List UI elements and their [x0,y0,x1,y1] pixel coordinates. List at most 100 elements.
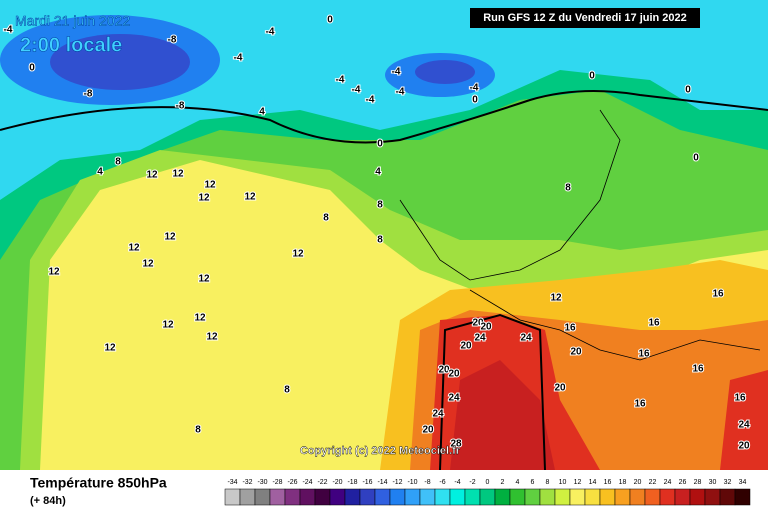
scale-cell [704,488,721,506]
contour-label: 24 [520,333,532,344]
contour-label: 0 [685,85,691,96]
contour-label: 12 [128,243,140,254]
scale-cell [479,488,496,506]
scale-label: 32 [724,479,732,486]
contour-label: 8 [195,425,201,436]
contour-label: 20 [554,383,566,394]
scale-cell [614,488,631,506]
contour-label: 0 [377,139,383,150]
scale-cell [344,488,361,506]
contour-label: 8 [323,213,329,224]
contour-label: 0 [327,15,333,26]
scale-label: -14 [377,479,387,486]
contour-label: 12 [104,343,116,354]
scale-cell [554,488,571,506]
run-info: Run GFS 12 Z du Vendredi 17 juin 2022 [483,12,687,24]
contour-label: 4 [259,107,265,118]
contour-label: 0 [693,153,699,164]
contour-label: -4 [352,85,361,96]
map-background [0,0,768,471]
scale-label: -32 [242,479,252,486]
scale-cell [509,488,526,506]
scale-cell [689,488,706,506]
scale-label: 14 [589,479,597,486]
scale-cell [524,488,541,506]
scale-cell [584,488,601,506]
scale-label: -30 [257,479,267,486]
contour-label: 12 [244,192,256,203]
contour-label: 16 [692,364,704,375]
copyright: Copyright (c) 2022 Meteociel.fr [300,445,461,457]
scale-label: -34 [227,479,237,486]
contour-label: 24 [432,409,444,420]
contour-label: 12 [142,259,154,270]
contour-label: 12 [198,193,210,204]
contour-label: 12 [194,313,206,324]
contour-label: -8 [84,89,93,100]
contour-label: 12 [198,274,210,285]
scale-cell [719,488,736,506]
contour-label: 24 [738,420,750,431]
contour-label: 0 [472,95,478,106]
contour-label: 12 [48,267,60,278]
contour-label: 28 [450,439,462,450]
scale-label: 30 [709,479,717,486]
contour-label: 8 [565,183,571,194]
contour-label: 20 [448,369,460,380]
scale-label: -12 [392,479,402,486]
scale-label: 2 [501,479,505,486]
scale-cell [449,488,466,506]
contour-label: 12 [162,320,174,331]
contour-label: -4 [396,87,405,98]
scale-cell [314,488,331,506]
scale-label: 18 [619,479,627,486]
scale-label: 34 [739,479,747,486]
contour-label: 8 [115,157,121,168]
contour-label: 12 [204,180,216,191]
scale-cell [254,488,271,506]
contour-label: 20 [422,425,434,436]
scale-label: -4 [454,479,460,486]
scale-label: -20 [332,479,342,486]
scale-label: -24 [302,479,312,486]
contour-label: -4 [4,25,13,36]
scale-label: -22 [317,479,327,486]
scale-cell [269,488,286,506]
contour-label: 4 [97,167,103,178]
contour-label: -4 [234,53,243,64]
contour-label: 20 [460,341,472,352]
contour-label: 20 [472,318,484,329]
scale-cell [434,488,451,506]
scale-label: -10 [407,479,417,486]
scale-label: 8 [546,479,550,486]
scale-cell [659,488,676,506]
scale-cell [569,488,586,506]
contour-label: 16 [638,349,650,360]
contour-label: 0 [589,71,595,82]
scale-label: 6 [531,479,535,486]
contour-label: 16 [564,323,576,334]
scale-cell [374,488,391,506]
scale-cell [239,488,256,506]
contour-label: 4 [375,167,381,178]
legend-subtitle: (+ 84h) [30,495,66,507]
contour-label: 12 [292,249,304,260]
contour-label: 16 [734,393,746,404]
scale-cell [539,488,556,506]
run-box [470,8,700,28]
time: 2:00 locale [20,34,122,56]
contour-label: 20 [570,347,582,358]
scale-cell [329,488,346,506]
contour-label: 8 [284,385,290,396]
contour-label: 16 [634,399,646,410]
contour-label: 8 [377,200,383,211]
scale-label: -2 [469,479,475,486]
scale-cell [404,488,421,506]
scale-cell [284,488,301,506]
scale-label: 22 [649,479,657,486]
contour-label: 24 [474,333,486,344]
contour-label: 12 [206,332,218,343]
contour-label: -4 [470,83,479,94]
